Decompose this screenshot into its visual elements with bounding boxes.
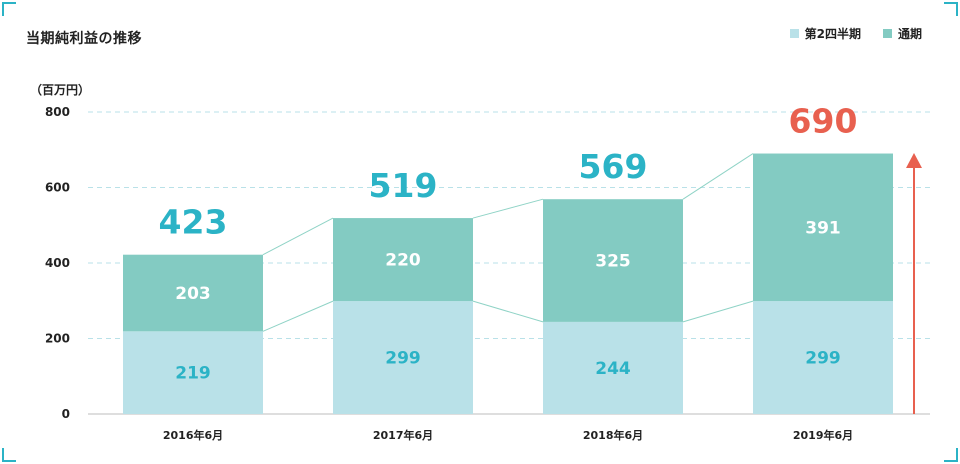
chart-legend: 第2四半期 通期 (789, 25, 922, 42)
data-label-full-year: 391 (805, 218, 841, 238)
chart-title: 当期純利益の推移 (26, 31, 142, 47)
legend-label-full-year: 通期 (897, 27, 922, 41)
total-label: 569 (579, 147, 648, 186)
y-tick-label: 0 (62, 407, 70, 421)
connector-line-middle (262, 300, 334, 332)
bar-segment-q2 (123, 331, 263, 414)
data-label-q2: 244 (595, 359, 631, 379)
data-label-q2: 219 (175, 364, 211, 384)
legend-swatch-full-year (882, 29, 892, 38)
legend-swatch-q2 (789, 29, 799, 38)
legend-label-q2: 第2四半期 (804, 27, 861, 41)
total-label: 423 (159, 203, 228, 242)
y-tick-label: 200 (45, 332, 70, 346)
connector-line-top (472, 198, 544, 219)
corner-top-right (944, 2, 958, 16)
y-tick-label: 600 (45, 181, 70, 195)
y-axis-unit: （百万円） (30, 82, 90, 97)
bar-segment-q2 (753, 301, 893, 414)
y-tick-label: 400 (45, 256, 70, 270)
corner-bottom-right (944, 448, 958, 462)
x-tick-label: 2019年6月 (793, 428, 853, 442)
bar-segment-q2 (333, 301, 473, 414)
corner-bottom-left (2, 448, 16, 462)
data-label-q2: 299 (385, 349, 421, 369)
connector-line-top (262, 217, 334, 256)
total-label: 519 (369, 166, 438, 205)
data-label-full-year: 203 (175, 284, 211, 304)
connector-line-middle (472, 300, 544, 323)
growth-arrow-head (906, 153, 922, 168)
bar-segment-q2 (543, 321, 683, 414)
x-tick-label: 2016年6月 (163, 428, 223, 442)
data-label-q2: 299 (805, 349, 841, 369)
bar-segment-full-year (123, 254, 263, 332)
x-tick-label: 2018年6月 (583, 428, 643, 442)
bar-segment-full-year (543, 199, 683, 322)
y-tick-label: 800 (45, 105, 70, 119)
connector-line-middle (682, 300, 754, 323)
corner-top-left (2, 2, 16, 16)
legend-item-q2: 第2四半期 (789, 25, 861, 42)
connector-line-top (682, 153, 754, 200)
total-label: 690 (789, 102, 858, 141)
legend-item-full-year: 通期 (882, 25, 922, 42)
bar-segment-full-year (753, 153, 893, 302)
data-label-full-year: 325 (595, 252, 631, 272)
x-tick-label: 2017年6月 (373, 428, 433, 442)
bar-segment-full-year (333, 218, 473, 302)
data-label-full-year: 220 (385, 251, 421, 271)
